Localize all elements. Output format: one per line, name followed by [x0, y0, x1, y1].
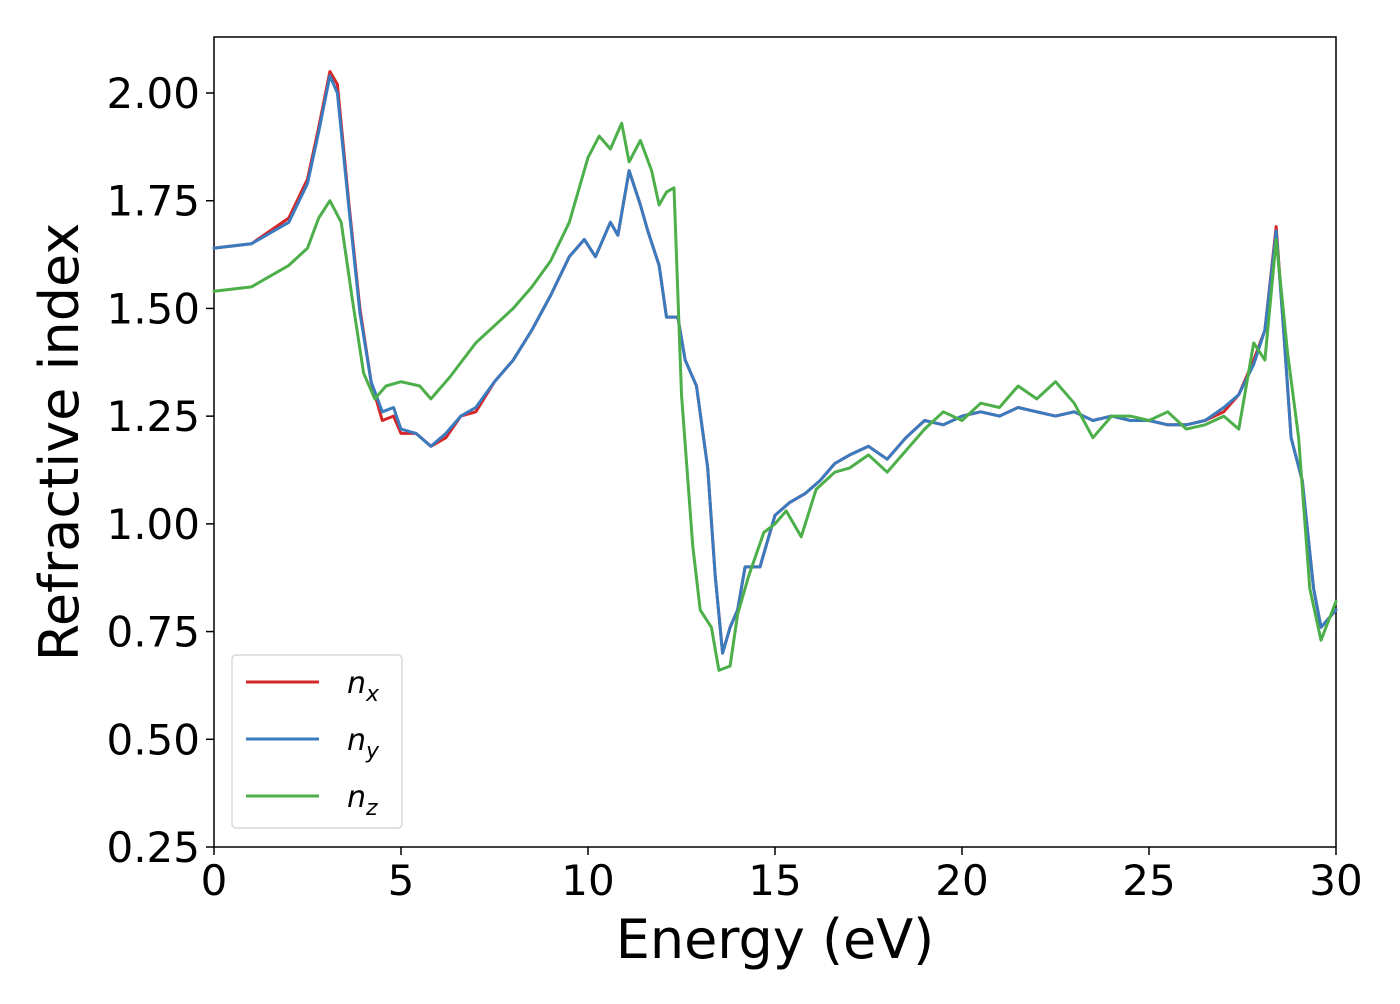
y-axis: 0.25 0.50 0.75 1.00 1.25 1.50 1.75 2.00	[106, 69, 214, 872]
x-axis-label: Energy (eV)	[616, 908, 935, 971]
x-tick-label: 15	[748, 856, 801, 905]
y-tick-label: 1.75	[106, 177, 200, 226]
y-tick-label: 0.75	[106, 608, 200, 657]
y-tick-label: 0.50	[106, 715, 200, 764]
y-tick-label: 1.25	[106, 392, 200, 441]
x-tick-label: 20	[935, 856, 988, 905]
x-tick-label: 10	[561, 856, 614, 905]
series-line-y	[212, 74, 1338, 655]
x-axis: 0 5 10 15 20 25 30	[201, 847, 1363, 905]
legend-label-y: ny	[347, 723, 380, 764]
x-tick-label: 0	[201, 856, 228, 905]
y-tick-label: 1.00	[106, 500, 200, 549]
y-tick-label: 0.25	[106, 823, 200, 872]
x-tick-label: 30	[1309, 856, 1362, 905]
series-line-z	[212, 121, 1338, 672]
legend-box	[231, 654, 403, 829]
y-axis-label: Refractive index	[28, 223, 91, 662]
y-tick-label: 2.00	[106, 69, 200, 118]
y-tick-label: 1.50	[106, 284, 200, 333]
series-lines	[212, 70, 1338, 672]
x-tick-label: 25	[1122, 856, 1175, 905]
x-tick-label: 5	[388, 856, 415, 905]
